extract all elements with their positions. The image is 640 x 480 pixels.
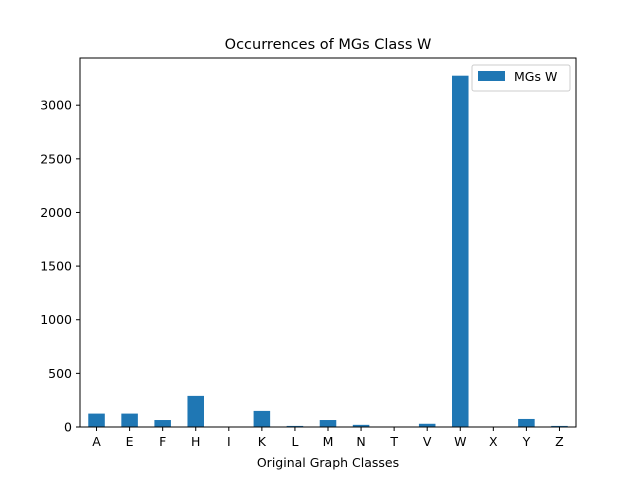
x-tick-label: X bbox=[489, 434, 498, 449]
x-tick-label: W bbox=[454, 434, 466, 449]
bar-A bbox=[88, 413, 105, 427]
legend-swatch bbox=[478, 71, 505, 81]
plot-frame bbox=[79, 57, 577, 428]
x-tick-label: L bbox=[291, 434, 298, 449]
y-tick-label: 1000 bbox=[40, 312, 72, 327]
x-tick-label: I bbox=[227, 434, 231, 449]
x-axis-label: Original Graph Classes bbox=[257, 455, 399, 470]
bar-V bbox=[418, 423, 436, 427]
bar-Y bbox=[518, 418, 535, 427]
y-axis-ticks: 0 500 1000 1500 2000 2500 3000 bbox=[40, 98, 80, 435]
x-tick-label: F bbox=[159, 434, 166, 449]
x-tick-label: Y bbox=[522, 434, 531, 449]
y-tick-label: 500 bbox=[48, 366, 72, 381]
x-tick-label: Z bbox=[555, 434, 564, 449]
bar-K bbox=[253, 410, 271, 427]
bar-H bbox=[187, 395, 204, 427]
y-tick-label: 2500 bbox=[40, 151, 72, 166]
x-tick-label: T bbox=[389, 434, 398, 449]
y-tick-label: 0 bbox=[64, 420, 72, 435]
x-tick-label: E bbox=[126, 434, 134, 449]
x-tick-label: A bbox=[92, 434, 101, 449]
x-tick-label: N bbox=[356, 434, 365, 449]
bars-group bbox=[88, 75, 568, 427]
bar-N bbox=[352, 424, 370, 427]
y-tick-label: 2000 bbox=[40, 205, 72, 220]
chart-title: Occurrences of MGs Class W bbox=[225, 37, 432, 53]
legend-label: MGs W bbox=[514, 69, 557, 84]
bar-Z bbox=[551, 425, 568, 427]
bar-W bbox=[452, 75, 469, 427]
y-tick-label: 1500 bbox=[40, 259, 72, 274]
x-tick-label: V bbox=[423, 434, 432, 449]
x-tick-label: H bbox=[191, 434, 200, 449]
bar-F bbox=[154, 420, 171, 427]
y-tick-label: 3000 bbox=[40, 98, 72, 113]
legend: MGs W bbox=[471, 64, 571, 92]
x-tick-label: K bbox=[258, 434, 267, 449]
bar-E bbox=[121, 413, 138, 427]
bar-M bbox=[319, 420, 337, 427]
bar-L bbox=[286, 425, 304, 427]
x-tick-label: M bbox=[323, 434, 334, 449]
